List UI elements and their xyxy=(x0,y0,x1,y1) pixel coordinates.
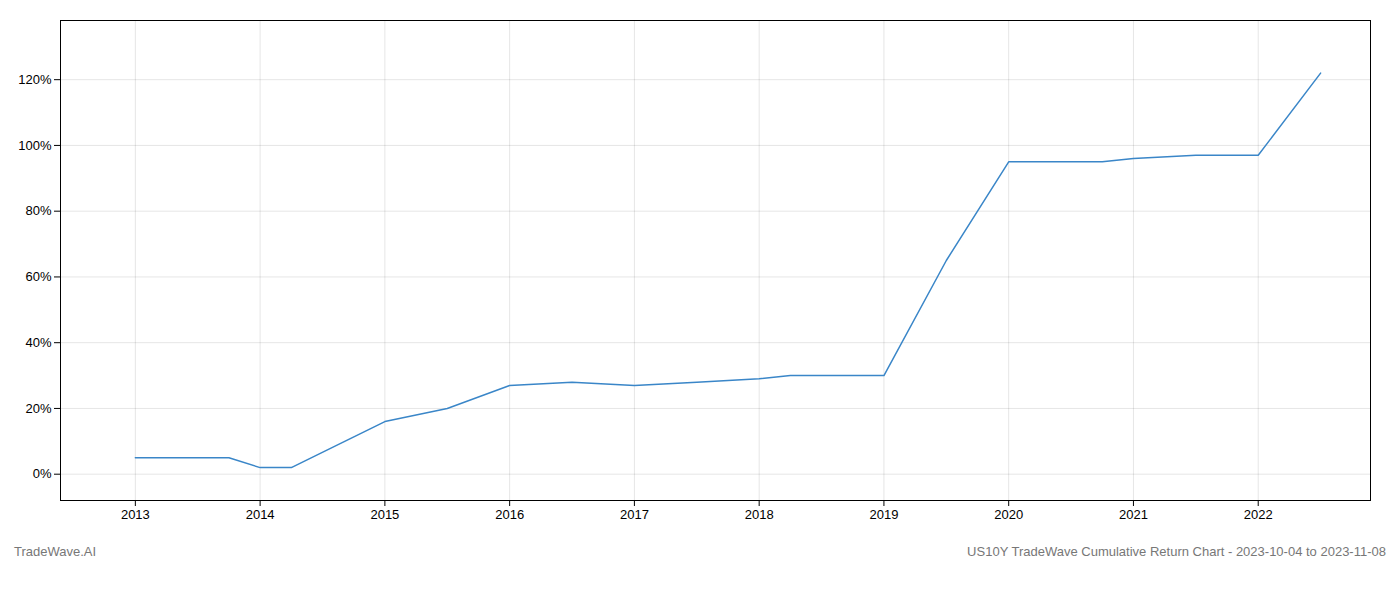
svg-text:2020: 2020 xyxy=(994,507,1023,522)
svg-text:2014: 2014 xyxy=(246,507,275,522)
svg-text:2013: 2013 xyxy=(121,507,150,522)
svg-text:2015: 2015 xyxy=(370,507,399,522)
svg-text:20%: 20% xyxy=(25,401,51,416)
svg-text:2016: 2016 xyxy=(495,507,524,522)
html-text:TradeWave.AI: TradeWave.AI xyxy=(14,544,97,559)
svg-text:0%: 0% xyxy=(33,466,52,481)
svg-text:120%: 120% xyxy=(18,72,52,87)
svg-text:60%: 60% xyxy=(25,269,51,284)
svg-text:100%: 100% xyxy=(18,138,52,153)
html-text:US10Y TradeWave Cumulative Ret: US10Y TradeWave Cumulative Return Chart … xyxy=(967,544,1386,559)
svg-text:80%: 80% xyxy=(25,203,51,218)
svg-text:2021: 2021 xyxy=(1119,507,1148,522)
svg-text:2017: 2017 xyxy=(620,507,649,522)
svg-text:2019: 2019 xyxy=(869,507,898,522)
svg-text:2018: 2018 xyxy=(745,507,774,522)
svg-text:2022: 2022 xyxy=(1244,507,1273,522)
svg-text:40%: 40% xyxy=(25,335,51,350)
